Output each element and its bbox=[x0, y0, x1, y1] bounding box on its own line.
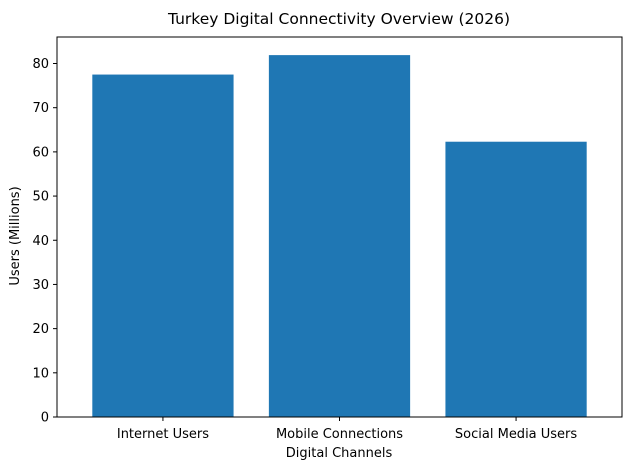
chart-title: Turkey Digital Connectivity Overview (20… bbox=[167, 10, 510, 28]
y-tick-label: 70 bbox=[32, 101, 49, 116]
bar-0 bbox=[92, 74, 234, 417]
bar-2 bbox=[445, 141, 587, 417]
y-tick-label: 40 bbox=[32, 234, 49, 249]
x-tick-label: Mobile Connections bbox=[276, 427, 403, 442]
y-axis: 0 10 20 30 40 50 60 70 80 bbox=[32, 57, 57, 426]
x-axis: Internet Users Mobile Connections Social M… bbox=[117, 417, 577, 442]
x-tick-label: Social Media Users bbox=[455, 427, 577, 442]
y-tick-label: 0 bbox=[41, 411, 49, 426]
y-axis-label: Users (Millions) bbox=[8, 186, 23, 285]
y-tick-label: 30 bbox=[32, 278, 49, 293]
y-tick-label: 50 bbox=[32, 190, 49, 205]
y-tick-label: 60 bbox=[32, 145, 49, 160]
x-tick-label: Internet Users bbox=[117, 427, 209, 442]
y-tick-label: 10 bbox=[32, 366, 49, 381]
y-tick-label: 20 bbox=[32, 322, 49, 337]
plot-area bbox=[56, 36, 623, 418]
bar-1 bbox=[268, 55, 411, 418]
y-tick-label: 80 bbox=[32, 57, 49, 72]
x-axis-label: Digital Channels bbox=[286, 446, 393, 461]
